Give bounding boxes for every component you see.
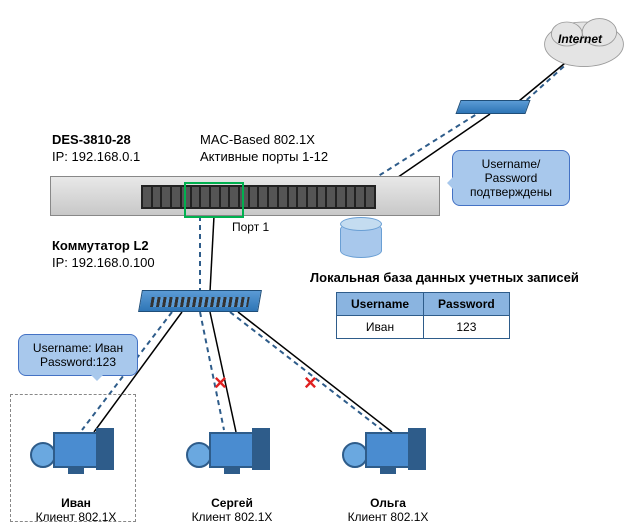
switch-ip: IP: 192.168.0.1: [52, 149, 140, 164]
internet-label: Internet: [558, 32, 602, 46]
switch-main-icon: [50, 176, 440, 216]
callout-confirmed-l1: Username/: [482, 157, 541, 171]
auth-mode: MAC-Based 802.1X: [200, 132, 315, 147]
db-title: Локальная база данных учетных записей: [310, 270, 579, 285]
port1-label: Порт 1: [232, 220, 269, 234]
client-role: Клиент 802.1X: [172, 510, 292, 524]
l2-ip: IP: 192.168.0.100: [52, 255, 155, 270]
router-icon: [455, 100, 530, 114]
cred-l1: Username: Иван: [33, 341, 123, 355]
database-icon: [340, 222, 382, 258]
callout-confirmed-l3: подтверждены: [470, 185, 552, 199]
switch-model: DES-3810-28: [52, 132, 131, 147]
l2-title: Коммутатор L2: [52, 238, 149, 253]
col-username: Username: [337, 293, 424, 316]
table-header-row: Username Password: [337, 293, 510, 316]
client-olga: Ольга Клиент 802.1X: [328, 432, 448, 524]
switch-main-label: DES-3810-28 IP: 192.168.0.1: [52, 132, 140, 166]
switch-l2-icon: [138, 290, 262, 312]
cell-username: Иван: [337, 316, 424, 339]
tower-icon: [408, 428, 426, 470]
cell-password: 123: [424, 316, 510, 339]
table-row: Иван 123: [337, 316, 510, 339]
callout-credentials: Username: Иван Password:123: [18, 334, 138, 376]
tower-icon: [252, 428, 270, 470]
client-name: Ольга: [328, 496, 448, 510]
client-role: Клиент 802.1X: [328, 510, 448, 524]
active-ports: Активные порты 1-12: [200, 149, 328, 164]
col-password: Password: [424, 293, 510, 316]
callout-confirmed: Username/ Password подтверждены: [452, 150, 570, 206]
client-sergey: Сергей Клиент 802.1X: [172, 432, 292, 524]
monitor-icon: [365, 432, 411, 468]
block-x-icon: ×: [304, 370, 317, 396]
client-name: Сергей: [172, 496, 292, 510]
switch-ports-icon: [141, 185, 376, 209]
db-table: Username Password Иван 123: [336, 292, 510, 339]
switch-l2-label: Коммутатор L2 IP: 192.168.0.100: [52, 238, 155, 272]
block-x-icon: ×: [214, 370, 227, 396]
monitor-icon: [209, 432, 255, 468]
cred-l2: Password:123: [40, 355, 116, 369]
auth-mode-label: MAC-Based 802.1X Активные порты 1-12: [200, 132, 328, 166]
selection-box: [10, 394, 136, 522]
callout-confirmed-l2: Password: [485, 171, 538, 185]
